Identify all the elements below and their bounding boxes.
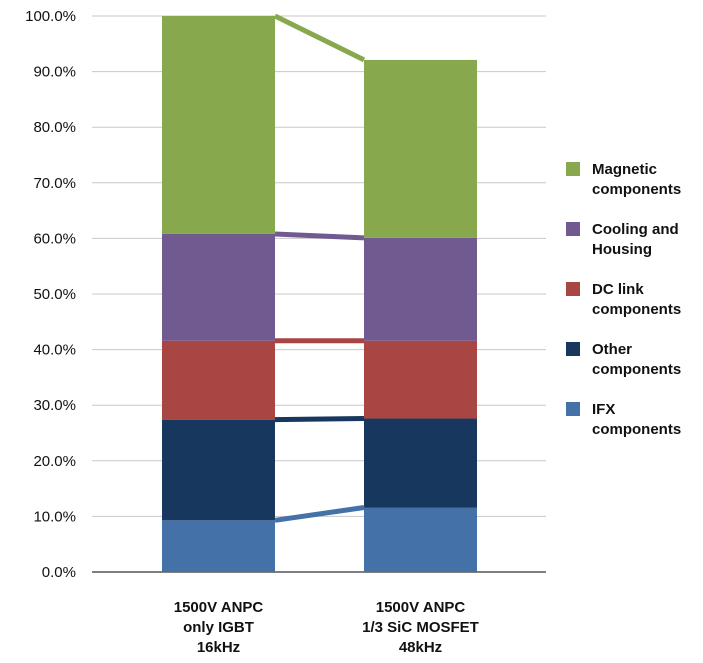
y-tick-label: 60.0%: [33, 230, 76, 247]
legend-swatch: [566, 282, 580, 296]
series-connector-line: [273, 13, 366, 63]
bar-segment: [364, 237, 477, 341]
legend-swatch: [566, 162, 580, 176]
x-category-label: 48kHz: [399, 639, 442, 656]
x-category-label: 1/3 SiC MOSFET: [362, 619, 479, 636]
bar-segment: [162, 340, 275, 420]
x-category-label: 1500V ANPC: [376, 599, 466, 616]
y-tick-label: 80.0%: [33, 119, 76, 136]
bar-segment: [364, 340, 477, 419]
series-connector-line: [274, 505, 365, 523]
legend-label: Magnetic: [592, 161, 657, 178]
y-tick-label: 30.0%: [33, 397, 76, 414]
x-category-label: 16kHz: [197, 639, 240, 656]
legend-label: DC link: [592, 281, 644, 298]
legend-label: components: [592, 421, 681, 438]
legend-label: Other: [592, 341, 632, 358]
bar-segment: [162, 520, 275, 572]
legend-label: IFX: [592, 401, 615, 418]
legend-label: components: [592, 301, 681, 318]
y-tick-label: 10.0%: [33, 508, 76, 525]
series-connector-line: [274, 231, 365, 241]
legend-label: Housing: [592, 241, 652, 258]
legend-label: Cooling and: [592, 221, 679, 238]
legend-swatch: [566, 222, 580, 236]
bar-segment: [364, 59, 477, 238]
y-tick-label: 70.0%: [33, 175, 76, 192]
y-tick-label: 40.0%: [33, 342, 76, 359]
y-tick-label: 90.0%: [33, 64, 76, 81]
series-connector-line: [274, 416, 365, 423]
legend-label: components: [592, 361, 681, 378]
legend-label: components: [592, 181, 681, 198]
y-tick-label: 20.0%: [33, 453, 76, 470]
y-tick-label: 50.0%: [33, 286, 76, 303]
bar-segment: [162, 16, 275, 234]
bar-segment: [162, 419, 275, 521]
y-tick-label: 0.0%: [42, 564, 76, 581]
y-tick-label: 100.0%: [25, 8, 76, 25]
legend-swatch: [566, 342, 580, 356]
bar-segment: [162, 233, 275, 341]
x-category-label: 1500V ANPC: [174, 599, 264, 616]
bar-segment: [364, 507, 477, 572]
bar-segment: [364, 418, 477, 508]
x-category-label: only IGBT: [183, 619, 254, 636]
legend-swatch: [566, 402, 580, 416]
